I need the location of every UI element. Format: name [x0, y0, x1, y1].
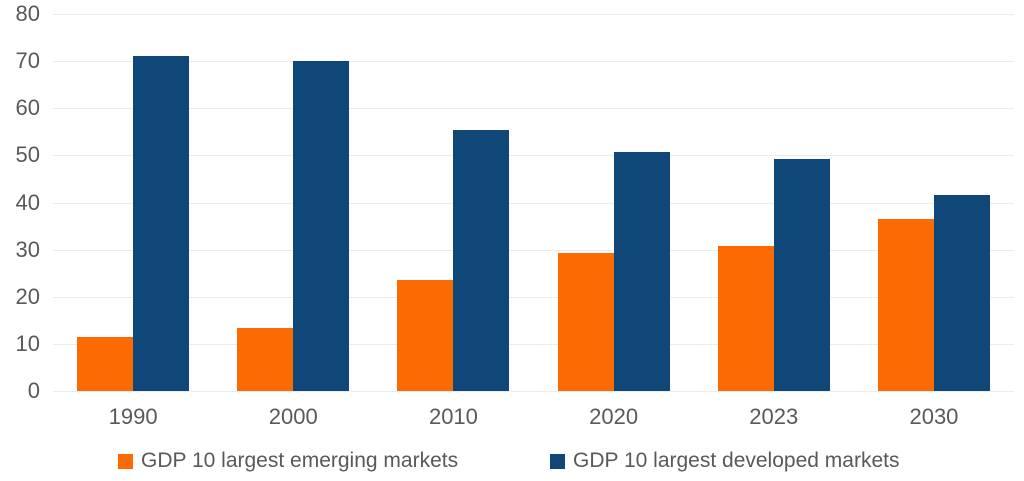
y-tick-label: 20	[15, 283, 40, 309]
gridline	[53, 391, 1014, 392]
gridline	[53, 14, 1014, 15]
x-tick-label: 2023	[749, 404, 799, 429]
bar	[933, 194, 990, 391]
gridline	[53, 249, 1014, 251]
x-axis: 1990 2000 2010 2020 2023 2030	[53, 404, 1014, 430]
legend-item-developed: GDP 10 largest developed markets	[550, 447, 899, 475]
gridline	[53, 296, 1014, 298]
y-tick-label: 50	[15, 142, 40, 168]
bar-group-2010	[373, 14, 533, 391]
bar-group-2020	[534, 14, 694, 391]
y-tick-label: 0	[27, 378, 40, 403]
x-tick-label: 2000	[268, 404, 318, 429]
y-tick-label: 40	[15, 189, 40, 215]
x-tick-label: 1990	[108, 404, 158, 429]
plot-area	[53, 14, 1014, 392]
gridline	[53, 202, 1014, 204]
y-tick-label: 70	[15, 48, 40, 74]
gridline	[53, 108, 1014, 110]
gridline	[53, 61, 1014, 63]
y-tick-label: 60	[15, 95, 40, 121]
x-tick-label: 2030	[909, 404, 959, 429]
gridline	[53, 343, 1014, 345]
bar	[877, 219, 934, 391]
legend-label-emerging: GDP 10 largest emerging markets	[141, 449, 459, 472]
y-tick-label: 30	[15, 236, 40, 262]
bar-group-2030	[854, 14, 1014, 391]
bar-group-2023	[694, 14, 854, 391]
legend-item-emerging: GDP 10 largest emerging markets	[118, 447, 458, 475]
bar	[397, 280, 454, 391]
bar	[557, 252, 614, 391]
bar	[453, 130, 510, 391]
bar	[773, 158, 830, 391]
x-tick-label: 2010	[428, 404, 478, 429]
y-tick-label: 80	[15, 1, 40, 26]
bar-group-1990	[53, 14, 213, 391]
legend-swatch-emerging-icon	[118, 453, 133, 469]
legend: GDP 10 largest emerging markets GDP 10 l…	[0, 447, 1024, 475]
bar	[293, 61, 350, 391]
y-tick-label: 10	[15, 330, 40, 356]
legend-label-developed: GDP 10 largest developed markets	[573, 449, 900, 472]
bar	[77, 337, 134, 391]
bar	[133, 55, 190, 391]
bar	[237, 328, 294, 391]
x-tick-label: 2020	[589, 404, 639, 429]
y-axis: 0 10 20 30 40 50 60 70 80	[0, 0, 40, 481]
bar-group-2000	[213, 14, 373, 391]
bar	[717, 245, 774, 391]
bar	[613, 151, 670, 391]
gridline	[53, 155, 1014, 157]
legend-swatch-developed-icon	[550, 453, 565, 469]
bars-container	[53, 14, 1014, 391]
